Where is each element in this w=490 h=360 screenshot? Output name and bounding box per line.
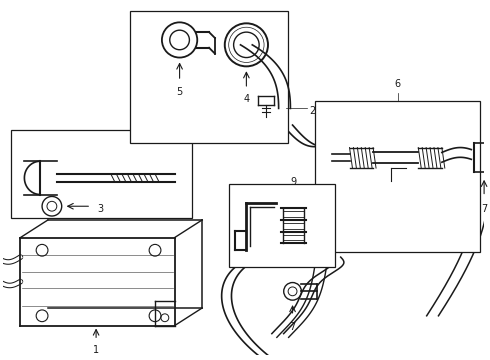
Text: 9: 9	[291, 177, 296, 187]
Text: 8: 8	[324, 223, 330, 233]
Text: 3: 3	[97, 204, 103, 214]
Bar	[315, 100, 480, 252]
Text: 4: 4	[244, 94, 249, 104]
Bar	[229, 184, 335, 267]
Text: 7: 7	[290, 322, 295, 332]
Text: 1: 1	[93, 345, 99, 355]
Text: 6: 6	[394, 79, 401, 89]
Text: 5: 5	[176, 87, 183, 97]
Bar	[130, 10, 288, 143]
Bar	[11, 130, 193, 218]
Text: 2: 2	[309, 106, 316, 116]
Text: 7: 7	[481, 204, 487, 214]
